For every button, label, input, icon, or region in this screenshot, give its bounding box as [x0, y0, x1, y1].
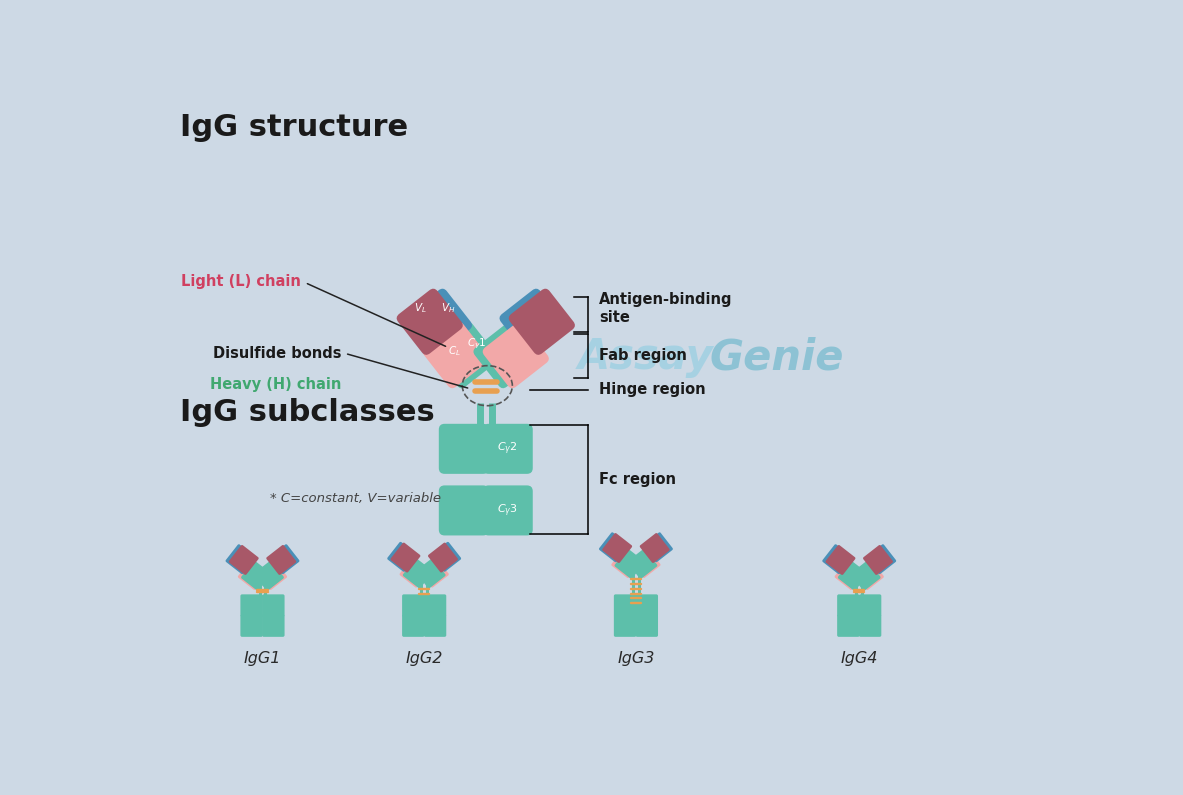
FancyBboxPatch shape: [402, 595, 425, 617]
FancyBboxPatch shape: [614, 615, 636, 637]
FancyBboxPatch shape: [602, 533, 632, 563]
FancyBboxPatch shape: [614, 549, 645, 579]
FancyBboxPatch shape: [859, 595, 881, 617]
Text: IgG structure: IgG structure: [180, 113, 408, 142]
FancyBboxPatch shape: [838, 595, 860, 617]
FancyBboxPatch shape: [483, 322, 549, 388]
FancyBboxPatch shape: [834, 560, 865, 590]
FancyBboxPatch shape: [263, 615, 285, 637]
FancyBboxPatch shape: [406, 289, 472, 355]
FancyBboxPatch shape: [640, 533, 670, 563]
Text: IgG3: IgG3: [618, 650, 654, 665]
FancyBboxPatch shape: [387, 542, 418, 572]
FancyBboxPatch shape: [854, 560, 884, 590]
FancyBboxPatch shape: [866, 545, 897, 574]
FancyBboxPatch shape: [599, 532, 629, 562]
FancyBboxPatch shape: [859, 615, 881, 637]
FancyBboxPatch shape: [483, 424, 532, 474]
Text: * C=constant, V=variable: * C=constant, V=variable: [270, 491, 441, 505]
FancyBboxPatch shape: [240, 595, 263, 617]
FancyBboxPatch shape: [499, 289, 565, 355]
Text: $V_L$: $V_L$: [414, 301, 427, 315]
FancyBboxPatch shape: [228, 545, 259, 575]
FancyBboxPatch shape: [862, 545, 893, 575]
FancyBboxPatch shape: [390, 542, 420, 572]
FancyBboxPatch shape: [838, 615, 860, 637]
FancyBboxPatch shape: [635, 615, 658, 637]
FancyBboxPatch shape: [240, 615, 263, 637]
Text: Heavy (H) chain: Heavy (H) chain: [211, 377, 342, 392]
FancyBboxPatch shape: [419, 557, 448, 588]
FancyBboxPatch shape: [838, 560, 868, 591]
FancyBboxPatch shape: [270, 545, 299, 574]
FancyBboxPatch shape: [431, 542, 461, 572]
FancyBboxPatch shape: [509, 289, 575, 355]
Text: Light (L) chain: Light (L) chain: [181, 274, 300, 289]
FancyBboxPatch shape: [483, 486, 532, 536]
FancyBboxPatch shape: [631, 548, 660, 578]
FancyBboxPatch shape: [642, 532, 673, 562]
FancyBboxPatch shape: [241, 560, 271, 591]
Text: $C_L$: $C_L$: [448, 344, 460, 359]
Text: IgG1: IgG1: [244, 650, 282, 665]
FancyBboxPatch shape: [635, 595, 658, 617]
FancyBboxPatch shape: [614, 595, 636, 617]
Text: Antigen-binding
site: Antigen-binding site: [599, 292, 732, 325]
FancyBboxPatch shape: [238, 560, 267, 590]
FancyBboxPatch shape: [612, 548, 641, 578]
FancyBboxPatch shape: [424, 615, 446, 637]
FancyBboxPatch shape: [851, 560, 880, 591]
FancyBboxPatch shape: [826, 545, 855, 575]
FancyBboxPatch shape: [396, 289, 463, 355]
FancyBboxPatch shape: [422, 322, 489, 388]
FancyBboxPatch shape: [402, 558, 433, 588]
Text: $C_γ2$: $C_γ2$: [497, 440, 518, 457]
FancyBboxPatch shape: [257, 560, 287, 590]
FancyBboxPatch shape: [400, 557, 429, 588]
FancyBboxPatch shape: [473, 322, 539, 388]
FancyBboxPatch shape: [266, 545, 296, 575]
FancyBboxPatch shape: [254, 560, 284, 591]
Text: $C_γ1$: $C_γ1$: [467, 336, 486, 351]
FancyBboxPatch shape: [402, 615, 425, 637]
Text: IgG subclasses: IgG subclasses: [180, 398, 435, 427]
Text: Fc region: Fc region: [599, 472, 675, 487]
FancyBboxPatch shape: [424, 595, 446, 617]
Text: Fab region: Fab region: [599, 348, 687, 363]
FancyBboxPatch shape: [439, 486, 489, 536]
FancyBboxPatch shape: [627, 549, 658, 579]
Text: Hinge region: Hinge region: [599, 382, 705, 397]
FancyBboxPatch shape: [226, 545, 256, 574]
Text: IgG2: IgG2: [406, 650, 442, 665]
FancyBboxPatch shape: [439, 424, 489, 474]
FancyBboxPatch shape: [428, 542, 458, 572]
FancyBboxPatch shape: [822, 545, 852, 574]
Text: Disulfide bonds: Disulfide bonds: [213, 346, 342, 361]
FancyBboxPatch shape: [415, 558, 446, 588]
Text: Genie: Genie: [709, 336, 843, 378]
Text: $C_γ3$: $C_γ3$: [497, 502, 518, 518]
Text: IgG4: IgG4: [841, 650, 878, 665]
Text: $V_H$: $V_H$: [441, 301, 455, 315]
FancyBboxPatch shape: [263, 595, 285, 617]
FancyBboxPatch shape: [432, 322, 498, 388]
Text: Assay: Assay: [578, 336, 713, 378]
